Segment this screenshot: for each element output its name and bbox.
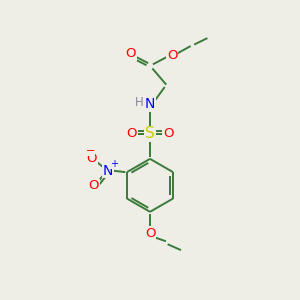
Text: O: O <box>145 226 155 239</box>
Text: N: N <box>103 164 113 178</box>
Text: O: O <box>163 127 173 140</box>
Text: O: O <box>167 49 177 62</box>
Text: −: − <box>85 146 95 156</box>
Text: N: N <box>145 98 155 111</box>
Text: H: H <box>134 96 143 110</box>
Text: O: O <box>126 47 136 60</box>
Text: O: O <box>88 179 99 192</box>
Text: +: + <box>110 159 118 169</box>
Text: O: O <box>86 152 97 165</box>
Text: S: S <box>145 126 155 141</box>
Text: O: O <box>127 127 137 140</box>
